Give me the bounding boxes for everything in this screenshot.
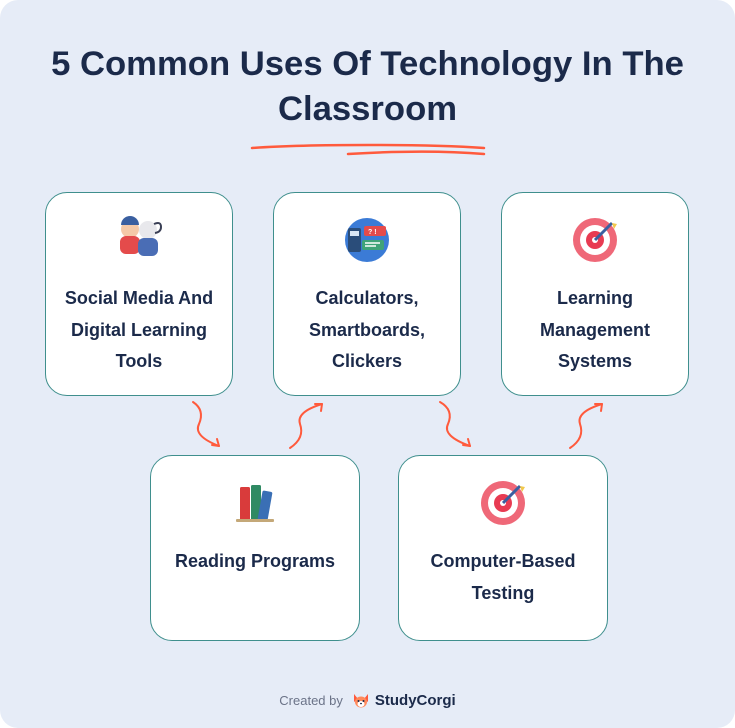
target-icon: [566, 211, 624, 269]
card-label: Social Media And Digital Learning Tools: [56, 283, 222, 378]
target-icon: [474, 474, 532, 532]
card-testing: Computer-Based Testing: [398, 455, 608, 641]
card-social-media: Social Media And Digital Learning Tools: [45, 192, 233, 396]
card-calculators: ? ! Calculators, Smartboards, Clickers: [273, 192, 461, 396]
arrow-4: [560, 398, 615, 456]
title-underline: [248, 142, 488, 158]
brand: StudyCorgi: [351, 690, 456, 710]
arrow-1: [185, 398, 240, 456]
corgi-icon: [351, 690, 371, 710]
footer: Created by StudyCorgi: [0, 690, 735, 710]
card-label: Reading Programs: [175, 546, 335, 578]
card-reading: Reading Programs: [150, 455, 360, 641]
card-label: Learning Management Systems: [512, 283, 678, 378]
devices-icon: ? !: [338, 211, 396, 269]
card-label: Calculators, Smartboards, Clickers: [284, 283, 450, 378]
people-icon: [110, 211, 168, 269]
svg-text:? !: ? !: [368, 229, 377, 236]
infographic-canvas: 5 Common Uses Of Technology In The Class…: [0, 0, 735, 728]
card-lms: Learning Management Systems: [501, 192, 689, 396]
card-label: Computer-Based Testing: [409, 546, 597, 609]
arrow-2: [280, 398, 335, 456]
brand-name: StudyCorgi: [375, 692, 456, 709]
books-icon: [226, 474, 284, 532]
created-by-label: Created by: [279, 693, 343, 708]
page-title: 5 Common Uses Of Technology In The Class…: [0, 42, 735, 132]
arrow-3: [432, 398, 487, 456]
